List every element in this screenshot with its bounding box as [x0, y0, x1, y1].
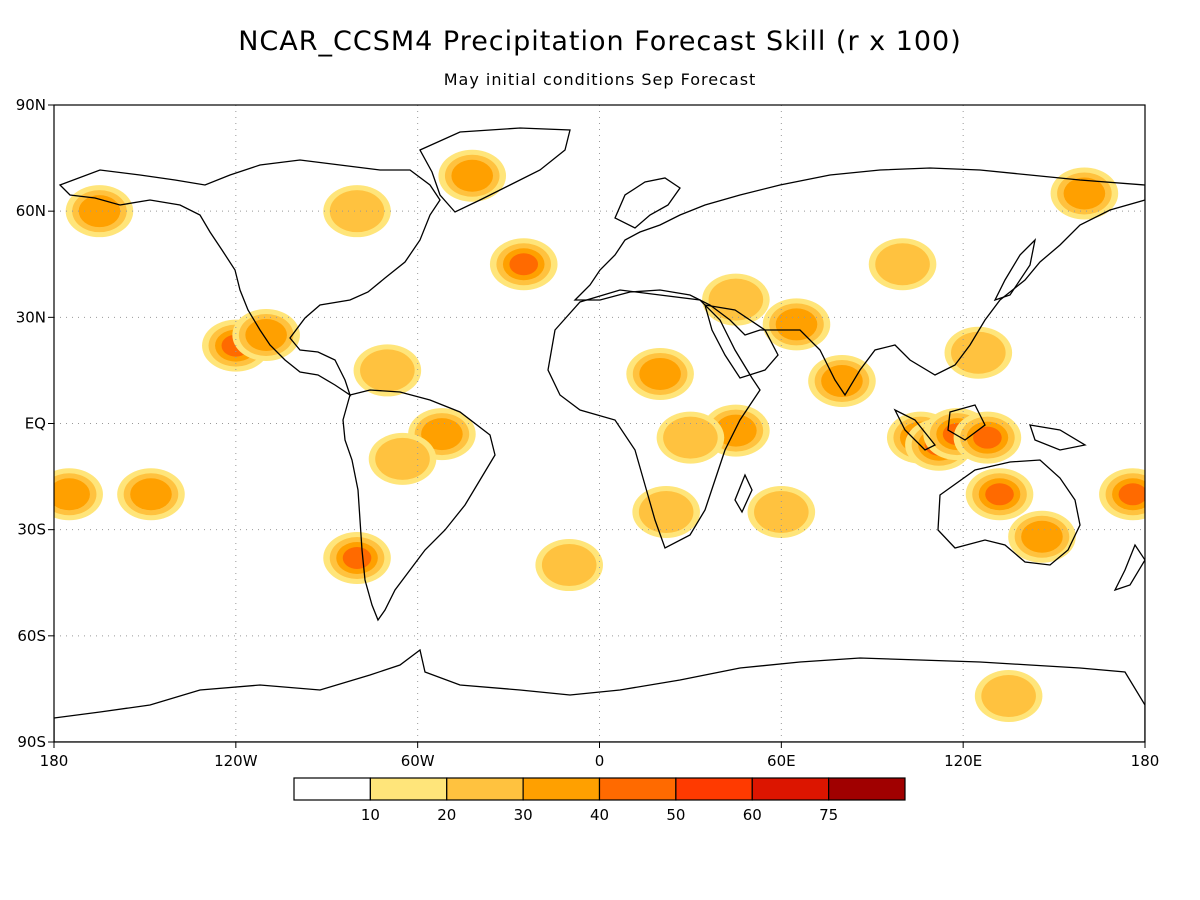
japan-coastline	[993, 238, 1037, 302]
colorbar-label: 10	[361, 806, 380, 824]
graticule-grid	[54, 105, 1145, 742]
scandinavia-coastline	[614, 177, 681, 229]
colorbar-swatch	[828, 777, 906, 801]
colorbar-swatch	[751, 777, 830, 801]
eurasia-coastline	[573, 167, 1145, 397]
skill-region	[329, 190, 385, 233]
lon-tick-label: 60E	[767, 752, 796, 770]
skill-region	[639, 357, 681, 390]
colorbar-swatch	[293, 777, 371, 801]
skill-region	[375, 437, 430, 480]
skill-region	[638, 490, 694, 533]
lat-tick-label: 30N	[16, 308, 46, 326]
madagascar-coastline	[734, 473, 753, 514]
arabia-coastline	[704, 304, 779, 379]
lat-tick-label: 90S	[17, 733, 46, 751]
skill-region	[130, 478, 172, 511]
skill-region	[1118, 483, 1145, 506]
lat-tick-label: 90N	[16, 96, 46, 114]
skill-shading-layer	[54, 149, 1145, 722]
colorbar-swatch	[675, 777, 753, 801]
skill-region	[541, 544, 597, 587]
lon-tick-label: 180	[1131, 752, 1160, 770]
lon-tick-label: 0	[595, 752, 605, 770]
skill-region	[715, 414, 757, 447]
new-zealand-coastline	[1113, 543, 1145, 592]
colorbar-label: 20	[437, 806, 456, 824]
latitude-tick-labels: 90N 60N 30N EQ 30S 60S 90S	[16, 96, 54, 751]
colorbar-label: 30	[514, 806, 533, 824]
north-america-coastline	[58, 159, 441, 397]
skill-region	[421, 418, 463, 451]
colorbar: 10 20 30 40 50 60 75	[293, 777, 906, 824]
colorbar-swatch	[369, 777, 448, 801]
skill-region	[342, 546, 372, 569]
map-title: NCAR_CCSM4 Precipitation Forecast Skill …	[238, 26, 962, 57]
skill-region	[1063, 177, 1106, 210]
colorbar-label: 75	[819, 806, 838, 824]
skill-region	[708, 278, 764, 321]
new-guinea-coastline	[1029, 424, 1087, 451]
greenland-coastline	[419, 127, 571, 213]
colorbar-label: 50	[666, 806, 685, 824]
skill-region	[1021, 520, 1063, 553]
coastlines	[54, 127, 1145, 742]
map-subtitle: May initial conditions Sep Forecast	[443, 70, 757, 89]
borneo-coastline	[947, 404, 986, 441]
australia-coastline	[937, 459, 1081, 566]
skill-region	[451, 159, 494, 192]
skill-region	[875, 243, 930, 286]
skill-region	[754, 490, 809, 533]
lat-tick-label: 60N	[16, 202, 46, 220]
skill-region	[775, 308, 818, 341]
africa-coastline	[547, 289, 761, 549]
lat-tick-label: 30S	[17, 521, 46, 539]
lon-tick-label: 60W	[401, 752, 435, 770]
skill-region	[360, 349, 415, 392]
colorbar-swatch	[522, 777, 601, 801]
skill-region	[245, 319, 287, 352]
colorbar-label: 40	[590, 806, 609, 824]
skill-region	[973, 426, 1002, 449]
south-america-coastline	[342, 389, 496, 622]
skill-region	[509, 253, 539, 276]
skill-region	[821, 365, 863, 398]
colorbar-swatch	[446, 777, 524, 801]
longitude-tick-labels: 180 120W 60W 0 60E 120E 180	[40, 742, 1160, 770]
colorbar-swatch	[598, 777, 677, 801]
lat-tick-label: 60S	[17, 627, 46, 645]
colorbar-label: 60	[743, 806, 762, 824]
sumatra-coastline	[893, 408, 937, 451]
lon-tick-label: 120W	[214, 752, 258, 770]
skill-region	[54, 478, 90, 511]
skill-region	[78, 195, 121, 228]
skill-region	[663, 416, 718, 459]
lon-tick-label: 120E	[944, 752, 982, 770]
skill-region	[981, 674, 1036, 717]
lon-tick-label: 180	[40, 752, 69, 770]
antarctica-coastline	[54, 648, 1145, 742]
skill-region	[985, 483, 1014, 506]
lat-tick-label: EQ	[25, 415, 46, 433]
skill-region	[951, 331, 1006, 374]
